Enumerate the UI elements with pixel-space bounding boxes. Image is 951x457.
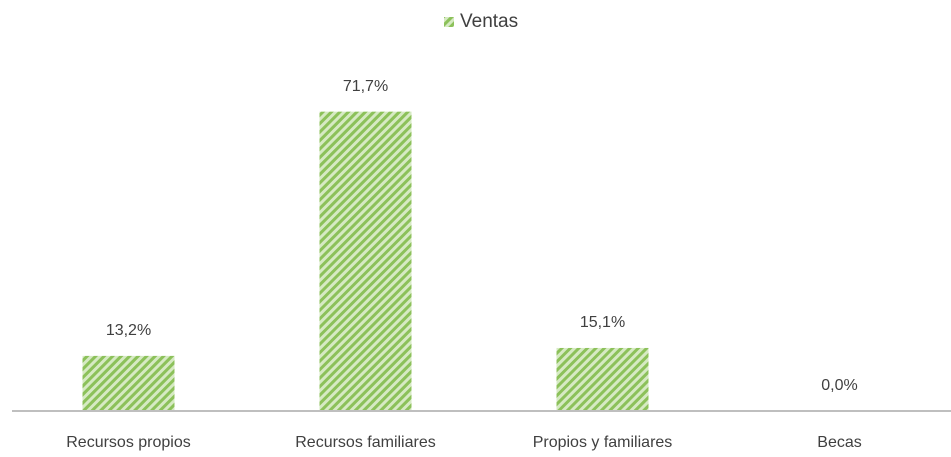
x-tick-label: Recursos familiares xyxy=(295,434,435,451)
x-tick-label: Becas xyxy=(817,434,861,451)
bar xyxy=(556,347,649,411)
legend-label: Ventas xyxy=(460,11,518,32)
legend-swatch xyxy=(444,17,454,27)
x-tick-label: Recursos propios xyxy=(66,434,191,451)
x-tick-label: Propios y familiares xyxy=(533,434,673,451)
data-label: 71,7% xyxy=(343,78,388,95)
bar xyxy=(82,355,175,411)
data-label: 15,1% xyxy=(580,314,625,331)
bar xyxy=(319,111,412,411)
data-label: 0,0% xyxy=(821,377,857,394)
data-label: 13,2% xyxy=(106,322,151,339)
